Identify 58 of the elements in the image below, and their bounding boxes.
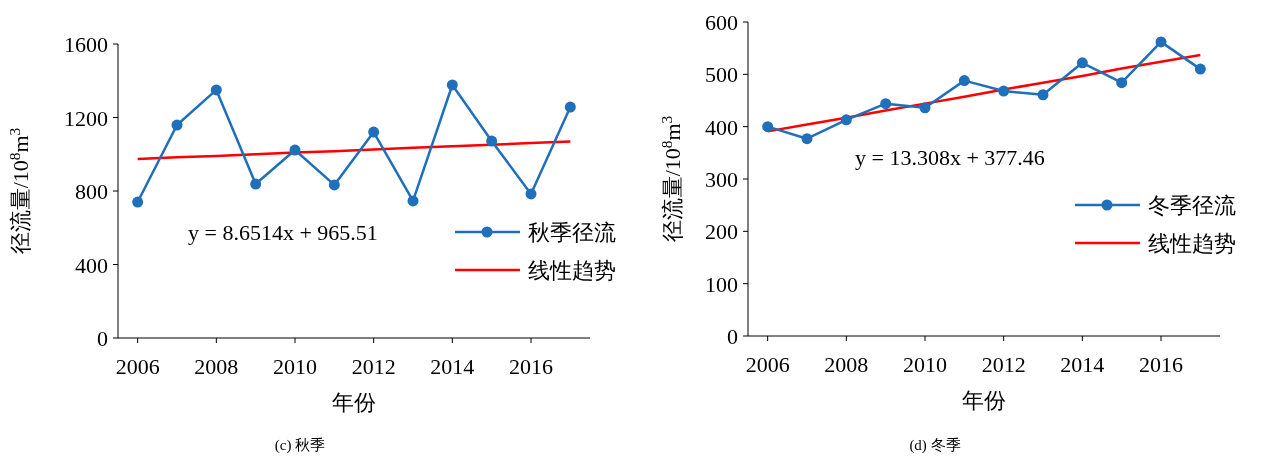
point [171, 119, 183, 131]
point [289, 144, 301, 156]
text: (d) 冬季 [909, 437, 961, 454]
legend-label: 线性趋势 [528, 258, 616, 283]
point [801, 133, 813, 145]
y-tick-label: 400 [705, 114, 738, 140]
y-tick-label: 200 [705, 219, 738, 245]
point [998, 85, 1010, 97]
point [880, 98, 892, 110]
point [1037, 89, 1049, 101]
x-tick-label: 2008 [194, 354, 239, 379]
point [1155, 36, 1167, 48]
y-tick-label: 800 [75, 179, 108, 204]
y-tick-label: 300 [705, 167, 738, 192]
point [250, 178, 262, 190]
y-tick-label: 400 [75, 252, 108, 278]
annotation: y = 8.6514x + 965.51 [188, 220, 378, 245]
point [564, 101, 576, 113]
point [1116, 77, 1128, 89]
point [407, 195, 419, 207]
x-tick-label: 2006 [115, 354, 160, 379]
x-axis-title: 年份 [332, 390, 376, 415]
x-axis-title: 年份 [962, 388, 1006, 413]
point [328, 179, 340, 191]
y-tick-label: 600 [705, 10, 738, 35]
point [132, 196, 144, 208]
point [446, 79, 458, 91]
x-tick-label: 2012 [351, 354, 396, 379]
y-tick-label: 500 [705, 62, 738, 88]
x-tick-label: 2008 [824, 352, 869, 377]
x-tick-label: 2014 [1060, 352, 1105, 377]
x-tick-label: 2006 [745, 352, 790, 377]
legend-label: 秋季径流 [528, 220, 616, 245]
y-tick-label: 0 [97, 326, 108, 351]
y-tick-label: 1600 [64, 32, 108, 57]
annotation: y = 13.308x + 377.46 [855, 145, 1045, 170]
text: (c) 秋季 [274, 437, 326, 454]
y-tick-label: 1200 [64, 105, 108, 131]
point [958, 75, 970, 87]
y-tick-label: 0 [727, 324, 738, 349]
point [210, 84, 222, 96]
point [762, 121, 774, 133]
x-tick-label: 2012 [981, 352, 1026, 377]
legend-label: 冬季径流 [1148, 193, 1236, 218]
point [525, 188, 537, 200]
point [840, 114, 852, 126]
x-tick-label: 2014 [430, 354, 475, 379]
x-tick-label: 2016 [509, 354, 553, 379]
point [1194, 63, 1206, 75]
point [368, 126, 380, 138]
legend-label: 线性趋势 [1148, 231, 1236, 256]
point [486, 135, 498, 147]
y-tick-label: 100 [705, 271, 738, 297]
x-tick-label: 2010 [903, 352, 947, 377]
point [1076, 57, 1088, 69]
x-tick-label: 2016 [1139, 352, 1183, 377]
x-tick-label: 2010 [273, 354, 317, 379]
point [919, 102, 931, 114]
